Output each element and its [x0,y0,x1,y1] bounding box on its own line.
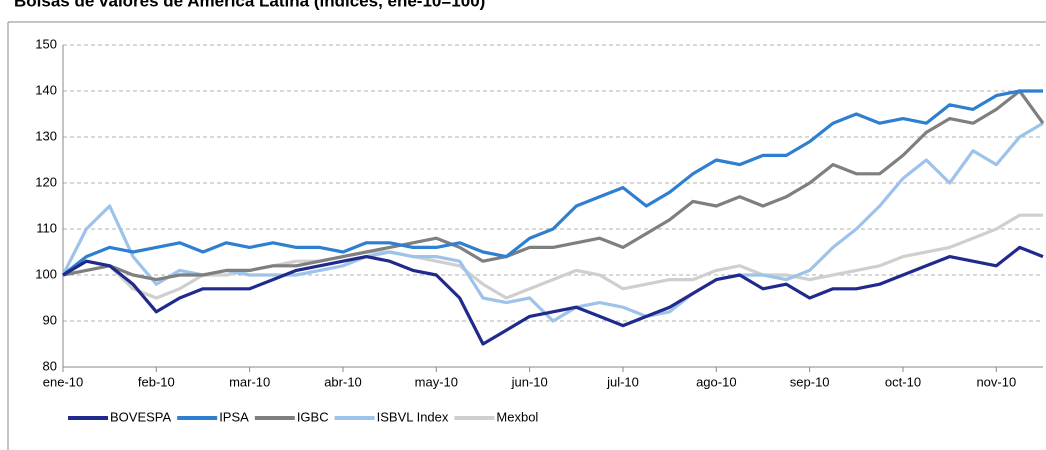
x-tick-label: sep-10 [790,374,830,389]
x-tick-label: jul-10 [606,374,639,389]
x-tick-label: may-10 [415,374,458,389]
y-tick-label: 90 [43,312,57,327]
series-line [62,213,1043,300]
series-line [61,121,1044,323]
y-tick-label: 120 [35,174,57,189]
legend-label: BOVESPA [110,409,172,424]
y-tick-label: 150 [35,36,57,51]
x-tick-label: oct-10 [885,374,921,389]
legend-label: IGBC [297,409,329,424]
y-tick-label: 80 [43,358,57,373]
x-tick-label: jun-10 [511,374,548,389]
x-tick-label: feb-10 [138,374,175,389]
legend-label: ISBVL Index [377,409,449,424]
x-tick-label: mar-10 [229,374,270,389]
legend-label: Mexbol [496,409,538,424]
y-tick-label: 140 [35,82,57,97]
y-tick-label: 130 [35,128,57,143]
chart-title: Bolsas de valores de América Latina (índ… [14,0,485,10]
x-tick-label: nov-10 [976,374,1016,389]
x-tick-label: abr-10 [324,374,362,389]
legend-label: IPSA [219,409,249,424]
y-tick-label: 100 [35,266,57,281]
series-line [62,89,1043,277]
series-line [62,245,1044,346]
series-line [62,89,1045,282]
x-tick-label: ene-10 [43,374,83,389]
y-tick-label: 110 [36,220,57,235]
x-tick-label: ago-10 [696,374,736,389]
